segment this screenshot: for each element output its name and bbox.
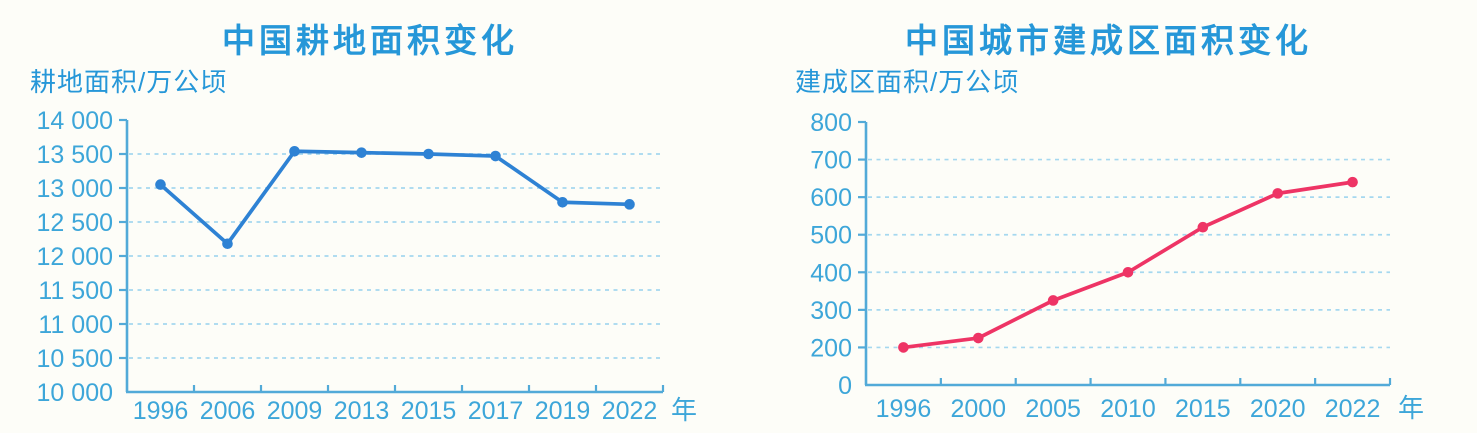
- x-tick-label: 2005: [1025, 395, 1081, 423]
- chart-title: 中国城市建成区面积变化: [905, 22, 1312, 59]
- x-tick-label: 2006: [200, 397, 256, 425]
- x-tick-label: 2000: [950, 395, 1006, 423]
- y-axis-unit-label: 建成区面积/万公顷: [795, 67, 1020, 97]
- data-point: [1047, 295, 1059, 306]
- x-tick-label: 1996: [133, 397, 189, 425]
- x-tick-label: 2009: [267, 397, 323, 425]
- y-tick-label: 14 000: [37, 107, 113, 135]
- x-tick-label: 2015: [401, 397, 457, 425]
- y-tick-label: 10 000: [37, 379, 113, 407]
- data-point: [155, 179, 166, 190]
- data-point: [356, 147, 367, 158]
- x-tick-label: 2015: [1175, 395, 1231, 423]
- x-tick-label: 2010: [1100, 395, 1156, 423]
- data-point: [624, 199, 635, 210]
- x-tick-label: 2022: [1325, 395, 1381, 423]
- y-tick-label: 12 000: [37, 243, 113, 271]
- data-point: [557, 196, 568, 208]
- data-point: [289, 145, 300, 157]
- cultivated-land-plot: 14 000 13 500 13 000 12 500 12 000 11 500 11 0…: [37, 107, 697, 425]
- data-point: [423, 148, 434, 160]
- cultivated-land-chart: 中国耕地面积变化 耕地面积/万公顷 14 000 13 500 13 000 12 5…: [30, 22, 697, 425]
- y-tick-label: 13 500: [37, 141, 113, 169]
- x-tick-label: 2020: [1250, 395, 1306, 423]
- data-line: [901, 180, 1355, 350]
- data-point: [1272, 188, 1284, 199]
- data-point: [898, 342, 909, 353]
- chart-title: 中国耕地面积变化: [222, 22, 518, 59]
- y-tick-label: 600: [810, 184, 852, 212]
- y-tick-label: 400: [810, 259, 852, 287]
- data-line: [158, 149, 632, 246]
- data-point: [222, 238, 233, 250]
- y-tick-label: 10 500: [37, 345, 113, 373]
- y-tick-label: 12 500: [37, 209, 113, 237]
- x-tick-label: 1996: [876, 395, 932, 423]
- y-tick-label: 0: [838, 372, 852, 400]
- built-up-area-chart: 中国城市建成区面积变化 建成区面积/万公顷 800 700 600 500 400 300…: [740, 0, 1477, 433]
- x-tick-label: 2019: [535, 397, 591, 425]
- data-point: [972, 332, 984, 344]
- y-axis-unit-label: 耕地面积/万公顷: [30, 67, 228, 97]
- data-point: [1122, 266, 1134, 278]
- y-tick-label: 500: [810, 222, 852, 250]
- x-tick-label: 2013: [334, 397, 390, 425]
- data-point: [1347, 176, 1358, 188]
- y-tick-label: 700: [810, 147, 852, 175]
- data-point: [1197, 221, 1209, 233]
- x-axis-unit-label: 年: [1398, 393, 1424, 423]
- x-axis-unit-label: 年: [671, 395, 697, 425]
- y-tick-label: 300: [810, 297, 852, 325]
- data-point: [490, 150, 501, 162]
- y-tick-label: 800: [810, 109, 852, 137]
- y-tick-label: 200: [810, 334, 852, 362]
- y-tick-label: 11 000: [38, 311, 113, 339]
- x-tick-label: 2022: [602, 397, 658, 425]
- y-tick-label: 11 500: [38, 277, 113, 305]
- y-tick-label: 13 000: [37, 175, 113, 203]
- x-tick-label: 2017: [468, 397, 524, 425]
